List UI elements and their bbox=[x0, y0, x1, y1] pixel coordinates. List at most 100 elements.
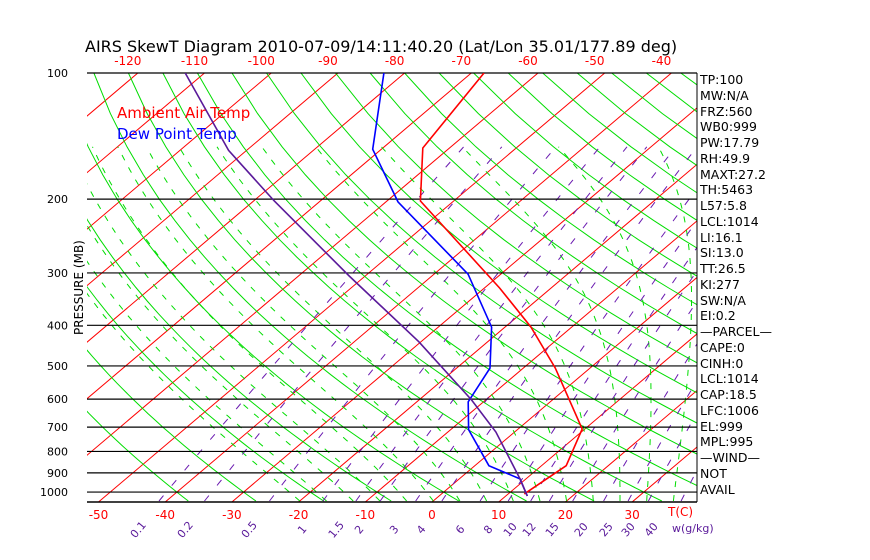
moist-adiabat-line bbox=[117, 146, 434, 502]
top-temp-tick-label: -50 bbox=[585, 54, 605, 68]
dew-point-temp-profile bbox=[371, 73, 529, 497]
pressure-tick-label: 400 bbox=[47, 319, 68, 332]
y-axis-label: PRESSURE (MB) bbox=[72, 240, 86, 335]
pressure-tick-label: 900 bbox=[47, 467, 68, 480]
bottom-temp-tick-label: 20 bbox=[558, 508, 573, 522]
mixing-ratio-tick-label: 10 bbox=[501, 520, 520, 539]
top-temp-tick-label: -90 bbox=[318, 54, 338, 68]
mixing-ratio-tick-label: 30 bbox=[619, 520, 638, 539]
dry-adiabat-line bbox=[784, 73, 870, 501]
index-readout: LFC:1006 bbox=[700, 402, 759, 418]
mixing-ratio-tick-label: 6 bbox=[453, 523, 467, 537]
ambient-air-temp-profile bbox=[419, 73, 584, 495]
isotherm-line bbox=[87, 73, 405, 343]
mixing-ratio-tick-label: 25 bbox=[597, 520, 616, 539]
index-readout: CAPE:0 bbox=[700, 339, 745, 355]
legend-ambient-air-temp: Ambient Air Temp bbox=[117, 104, 250, 122]
isotherm-line bbox=[0, 73, 4, 502]
mixing-ratio-tick-label: 0.2 bbox=[175, 519, 196, 541]
index-readout: MAXT:27.2 bbox=[700, 166, 766, 182]
top-temp-tick-label: -120 bbox=[114, 54, 141, 68]
isotherm-line bbox=[565, 389, 697, 502]
index-readout: LI:16.1 bbox=[700, 229, 743, 245]
index-readout: SI:13.0 bbox=[700, 245, 744, 261]
parcel-profile bbox=[184, 73, 529, 497]
index-readout: EL:999 bbox=[700, 418, 743, 434]
bottom-temp-tick-label: -10 bbox=[355, 508, 375, 522]
dry-adiabat-line bbox=[93, 73, 527, 502]
chart-title: AIRS SkewT Diagram 2010-07-09/14:11:40.2… bbox=[85, 37, 677, 56]
top-temp-tick-label: -100 bbox=[248, 54, 275, 68]
dry-adiabat-line bbox=[335, 73, 697, 364]
mixing-ratio-tick-label: 1 bbox=[295, 523, 309, 537]
bottom-temp-tick-label: 30 bbox=[624, 508, 639, 522]
isotherm-line bbox=[766, 73, 870, 502]
isotherm-line bbox=[231, 107, 697, 502]
mixing-ratio-tick-label: 15 bbox=[543, 520, 562, 539]
index-readout: TH:5463 bbox=[700, 182, 754, 198]
dry-adiabat-line bbox=[87, 410, 189, 502]
pressure-tick-label: 700 bbox=[47, 421, 68, 434]
index-readout: MW:N/A bbox=[700, 87, 749, 103]
bottom-temp-tick-label: -30 bbox=[222, 508, 242, 522]
dry-adiabat-line bbox=[87, 349, 257, 502]
top-temp-tick-label: -110 bbox=[181, 54, 208, 68]
dry-adiabat-line bbox=[87, 285, 324, 502]
top-temp-tick-label: -70 bbox=[452, 54, 472, 68]
mixing-ratio-tick-label: 2 bbox=[352, 523, 366, 537]
stability-indices-panel: TP:100 MW:N/A FRZ:560 WB0:999 PW:17.79 RH:49.… bbox=[700, 72, 772, 497]
pressure-tick-label: 600 bbox=[47, 393, 68, 406]
isotherm-line bbox=[164, 73, 672, 502]
isotherm-line bbox=[364, 220, 697, 502]
dry-adiabat-line bbox=[369, 73, 697, 335]
isotherm-line bbox=[87, 73, 339, 287]
dry-adiabat-line bbox=[87, 142, 460, 502]
mixing-ratio-tick-label: 4 bbox=[414, 523, 428, 537]
pressure-tick-label: 100 bbox=[47, 67, 68, 80]
index-readout: EI:0.2 bbox=[700, 308, 736, 324]
dry-adiabat-line bbox=[266, 73, 697, 424]
dry-adiabat-line bbox=[473, 73, 697, 249]
isotherm-line bbox=[298, 163, 697, 502]
dry-adiabat-line bbox=[87, 218, 392, 502]
moist-adiabat-line bbox=[658, 146, 692, 502]
mixing-ratio-line bbox=[322, 146, 601, 502]
bottom-temp-tick-label: -40 bbox=[155, 508, 175, 522]
mixing-ratio-tick-label: 8 bbox=[481, 523, 495, 537]
dry-adiabat-line bbox=[300, 73, 697, 394]
index-readout: MPL:995 bbox=[700, 434, 754, 450]
index-readout: LCL:1014 bbox=[700, 213, 759, 229]
top-temp-tick-label: -60 bbox=[518, 54, 538, 68]
mixing-ratio-tick-label: 3 bbox=[387, 523, 401, 537]
index-readout: CAP:18.5 bbox=[700, 387, 757, 402]
pressure-tick-label: 1000 bbox=[40, 486, 68, 499]
moist-adiabat-line bbox=[87, 224, 354, 502]
mixing-ratio-tick-label: 0.1 bbox=[128, 519, 149, 541]
pressure-tick-label: 300 bbox=[47, 267, 68, 280]
dry-adiabat-line bbox=[819, 73, 870, 501]
legend-dew-point-temp: Dew Point Temp bbox=[117, 125, 237, 143]
index-readout: KI:277 bbox=[700, 276, 740, 292]
bottom-temp-tick-label: -50 bbox=[89, 508, 109, 522]
dry-adiabat-line bbox=[853, 73, 870, 501]
isotherm-line bbox=[98, 73, 606, 502]
dry-adiabat-line bbox=[231, 73, 697, 455]
index-readout: RH:49.9 bbox=[700, 150, 751, 166]
index-readout: —WIND— bbox=[700, 450, 761, 465]
index-readout: WB0:999 bbox=[700, 119, 757, 135]
index-readout: TP:100 bbox=[700, 72, 744, 87]
moist-adiabat-line bbox=[178, 146, 488, 502]
dry-adiabat-line bbox=[196, 73, 697, 487]
bottom-temp-tick-label: 10 bbox=[491, 508, 506, 522]
mixing-ratio-line bbox=[441, 146, 697, 502]
index-readout: NOT bbox=[700, 465, 727, 481]
moist-adiabat-line bbox=[216, 146, 514, 502]
mixing-ratio-axis-label: w(g/kg) bbox=[672, 522, 714, 535]
mixing-ratio-tick-label: 20 bbox=[572, 520, 591, 539]
index-readout: CINH:0 bbox=[700, 355, 744, 371]
isotherm-line bbox=[87, 73, 205, 174]
bottom-temp-tick-label: -20 bbox=[289, 508, 309, 522]
index-readout: PW:17.79 bbox=[700, 135, 760, 150]
dry-adiabat-line bbox=[404, 73, 697, 306]
